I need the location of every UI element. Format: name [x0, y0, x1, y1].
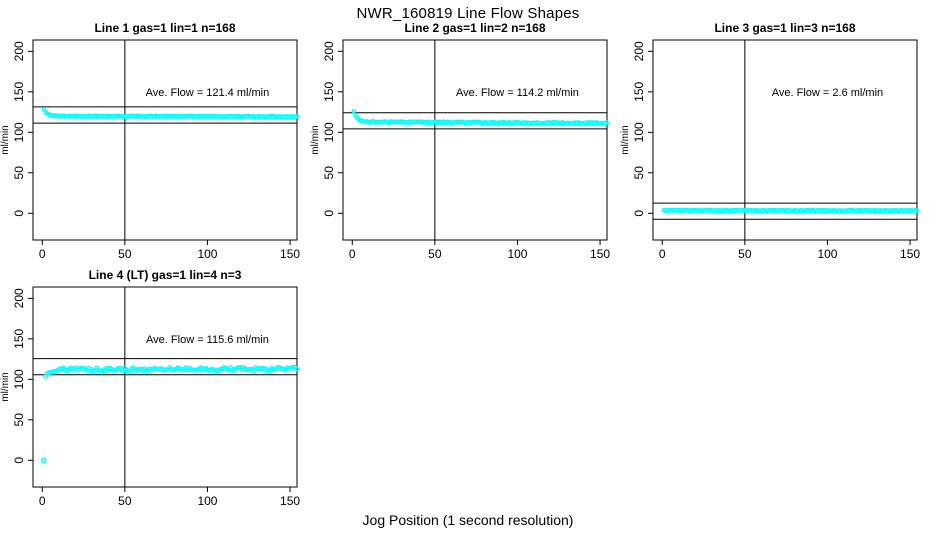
x-tick-label: 0 [659, 247, 666, 261]
x-tick-label: 100 [197, 247, 217, 261]
panel-title: Line 3 gas=1 lin=3 n=168 [714, 21, 855, 35]
y-tick-label: 0 [632, 210, 646, 217]
data-point [266, 367, 271, 373]
data-point [604, 120, 610, 126]
x-tick-label: 0 [39, 494, 46, 508]
y-tick-label: 200 [12, 41, 26, 61]
y-tick-label: 200 [322, 41, 336, 61]
x-axis-caption: Jog Position (1 second resolution) [362, 512, 574, 528]
y-tick-label: 200 [632, 41, 646, 61]
panel-title: Line 2 gas=1 lin=2 n=168 [404, 21, 545, 35]
data-point [294, 366, 300, 372]
ave-flow-annotation: Ave. Flow = 114.2 ml/min [456, 87, 579, 99]
y-tick-label: 150 [12, 81, 26, 101]
plot-box [32, 286, 298, 488]
y-tick-label: 100 [632, 122, 646, 142]
data-point [294, 114, 300, 119]
x-tick-label: 100 [197, 494, 217, 508]
y-tick-label: 50 [322, 166, 336, 180]
y-tick-label: 200 [12, 288, 26, 308]
y-tick-label: 100 [322, 122, 336, 142]
x-tick-label: 0 [39, 247, 46, 261]
x-tick-label: 150 [900, 247, 920, 261]
y-tick-label: 150 [322, 81, 336, 101]
y-tick-label: 0 [322, 210, 336, 217]
x-tick-label: 0 [349, 247, 356, 261]
ave-flow-annotation: Ave. Flow = 2.6 ml/min [772, 87, 883, 99]
x-tick-label: 150 [280, 494, 300, 508]
data-point [224, 367, 230, 373]
data-point [125, 368, 131, 374]
ave-flow-annotation: Ave. Flow = 121.4 ml/min [146, 87, 270, 99]
outlier-point [41, 457, 47, 464]
x-tick-label: 50 [738, 247, 752, 261]
y-tick-label: 50 [12, 166, 26, 180]
plot-box [32, 39, 298, 241]
y-tick-label: 150 [12, 328, 26, 348]
x-tick-label: 150 [590, 247, 610, 261]
x-tick-label: 150 [280, 247, 300, 261]
x-tick-label: 100 [817, 247, 837, 261]
ave-flow-annotation: Ave. Flow = 115.6 ml/min [146, 334, 269, 346]
y-axis-label: ml/min [310, 125, 321, 154]
y-tick-label: 0 [12, 457, 26, 464]
y-axis-label: ml/min [0, 372, 11, 401]
y-axis-label: ml/min [620, 125, 631, 154]
y-tick-label: 0 [12, 210, 26, 217]
x-tick-label: 100 [507, 247, 527, 261]
x-tick-label: 50 [428, 247, 442, 261]
chart-title: NWR_160819 Line Flow Shapes [356, 5, 580, 22]
y-tick-label: 100 [12, 369, 26, 389]
data-point [914, 208, 920, 213]
y-axis-label: ml/min [0, 125, 11, 154]
y-tick-label: 50 [12, 413, 26, 427]
data-point [351, 109, 357, 114]
plot-box [342, 39, 608, 241]
x-tick-label: 50 [118, 247, 132, 261]
x-tick-label: 50 [118, 494, 132, 508]
y-tick-label: 150 [632, 81, 646, 101]
panel-title: Line 4 (LT) gas=1 lin=4 n=3 [89, 268, 242, 282]
plot-box [652, 39, 918, 241]
panel-title: Line 1 gas=1 lin=1 n=168 [94, 21, 235, 35]
y-tick-label: 50 [632, 166, 646, 180]
y-tick-label: 100 [12, 122, 26, 142]
